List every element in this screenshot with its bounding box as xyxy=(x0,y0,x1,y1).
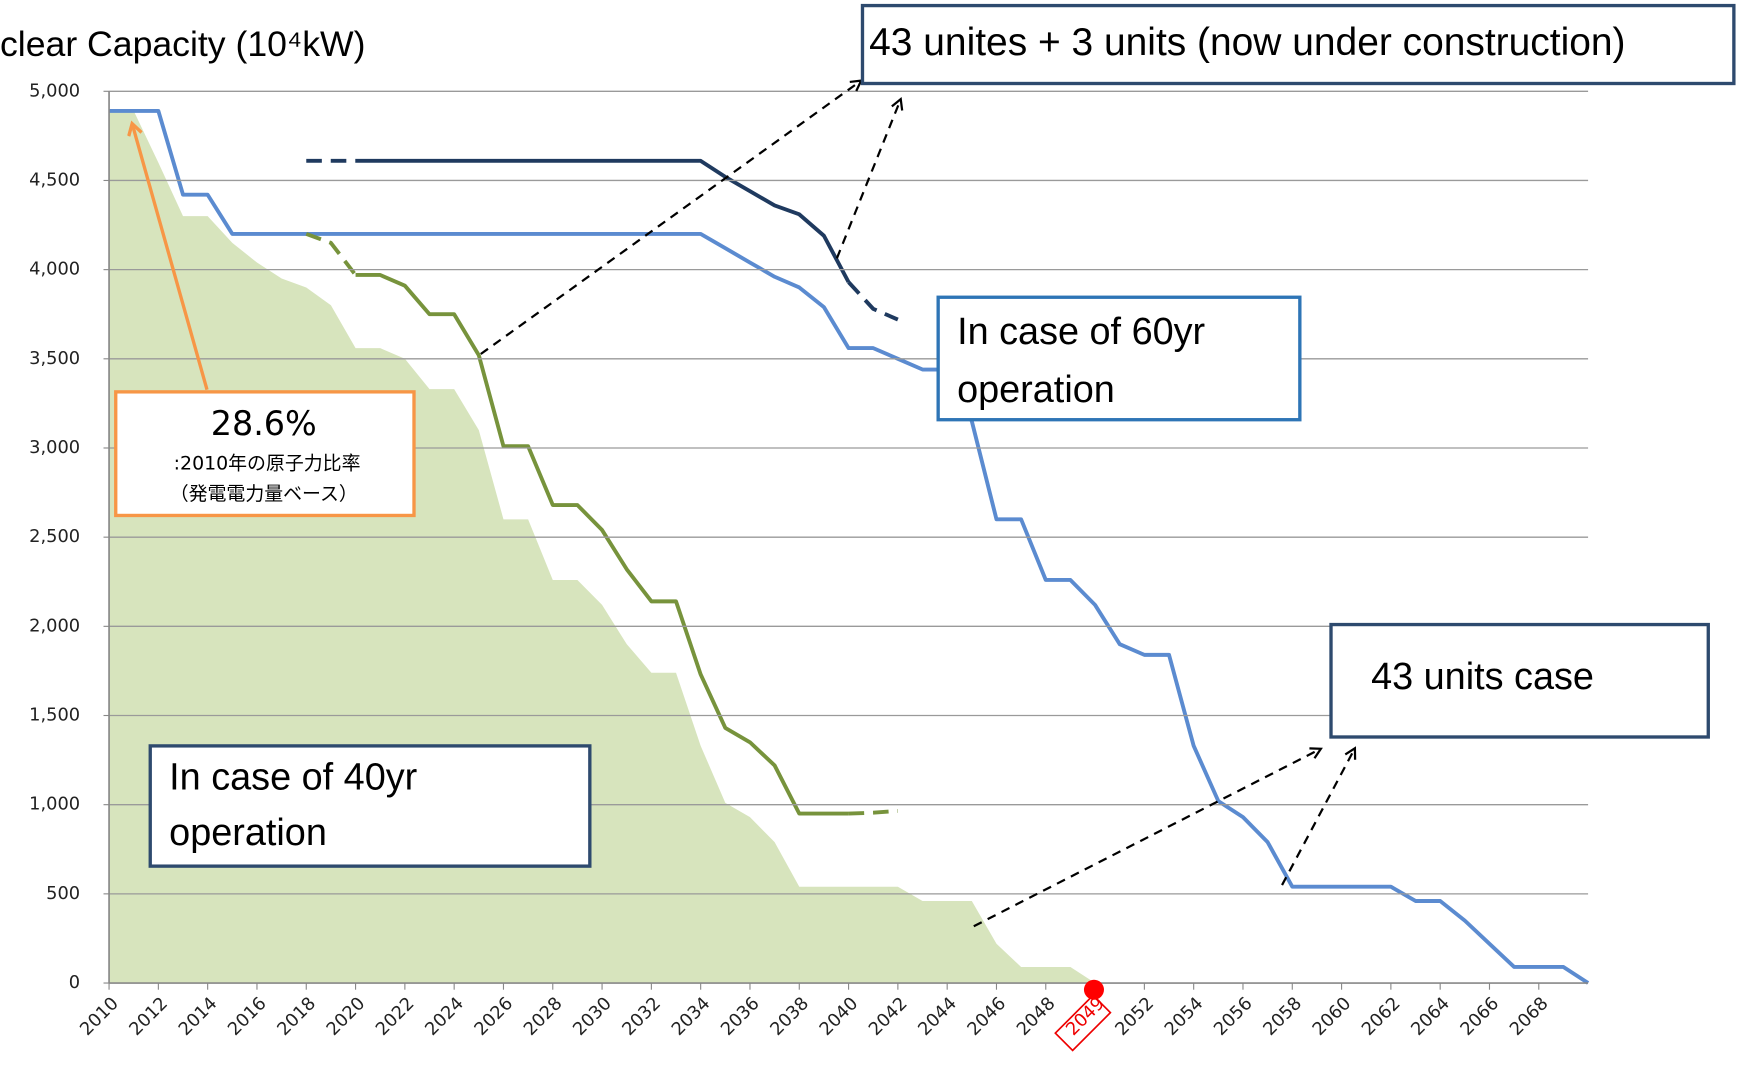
y-tick-label: 5,000 xyxy=(29,80,80,101)
annotation-box xyxy=(1329,622,1710,739)
x-tick-label: 2036 xyxy=(717,993,764,1040)
annotation-box xyxy=(936,295,1302,422)
x-tick-label: 2058 xyxy=(1259,993,1306,1040)
y-tick-label: 2,500 xyxy=(29,526,80,547)
annotation: operation xyxy=(957,369,1115,411)
x-tick-label: 2066 xyxy=(1456,993,1503,1040)
x-tick-label: 2028 xyxy=(520,993,567,1040)
annotation: In case of 60yr xyxy=(957,311,1205,353)
x-tick-label: 2054 xyxy=(1161,993,1208,1040)
y-tick-label: 1,000 xyxy=(29,794,80,815)
x-tick-label: 2040 xyxy=(815,993,862,1040)
line xyxy=(109,108,1590,985)
annotation: （発電電力量ベース） xyxy=(170,483,358,505)
x-tick-label: 2018 xyxy=(273,993,320,1040)
x-tick-label: 2064 xyxy=(1407,993,1454,1040)
x-tick-label: 2056 xyxy=(1210,993,1257,1040)
plot-area: 0 500 1,000 1,500 2,000 2,500 3,000 3,500 4,000 4… xyxy=(29,80,1590,1052)
x-tick-label: 2020 xyxy=(322,993,369,1040)
x-tick-label: 2052 xyxy=(1111,993,1158,1040)
x-tick-label: 2032 xyxy=(618,993,665,1040)
orange-arrow xyxy=(132,125,209,391)
y-tick-label: 3,500 xyxy=(29,348,80,369)
grid xyxy=(109,90,1589,895)
x-tick-label: 2049 xyxy=(1062,993,1109,1040)
highlight-box xyxy=(1054,994,1112,1052)
x-tick-label: 2014 xyxy=(175,993,222,1040)
line xyxy=(305,232,358,277)
line xyxy=(848,808,899,816)
line xyxy=(355,273,849,816)
x-tick-label: 2024 xyxy=(421,993,468,1040)
x-tick-label: 2042 xyxy=(865,993,912,1040)
x-tick-label: 2016 xyxy=(224,993,271,1040)
annotation: operation xyxy=(169,812,327,854)
y-tick-label: 1,500 xyxy=(29,705,80,726)
line xyxy=(847,280,899,322)
x-tick-label: 2044 xyxy=(914,993,961,1040)
annotation-box xyxy=(860,3,1736,86)
annotation-box xyxy=(114,390,416,518)
line xyxy=(355,158,851,284)
y-tick-label: 4,000 xyxy=(29,259,80,280)
x-tick-label: 2010 xyxy=(76,993,123,1040)
x-tick-label: 2068 xyxy=(1506,993,1553,1040)
x-tick-label: 2030 xyxy=(569,993,616,1040)
x-tick-label: 2038 xyxy=(766,993,813,1040)
y-tick-label: 4,500 xyxy=(29,169,80,190)
annotation: :2010年の原子力比率 xyxy=(174,453,361,475)
red-dot xyxy=(1083,979,1104,1000)
annotation-box xyxy=(148,744,592,868)
arrows xyxy=(480,81,1355,928)
x-tick-label: 2060 xyxy=(1308,993,1355,1040)
y-tick-label: 2,000 xyxy=(29,615,80,636)
annotation: 43 units case xyxy=(1371,656,1594,698)
x-tick-label: 2046 xyxy=(963,993,1010,1040)
annotation: In case of 40yr xyxy=(169,756,417,798)
annotation: 43 unites + 3 units (now under construct… xyxy=(869,21,1625,64)
y-tick-label: 3,000 xyxy=(29,437,80,458)
x-tick-label: 2012 xyxy=(125,993,172,1040)
annotation: 28.6% xyxy=(211,404,317,443)
x-tick-label: 2048 xyxy=(1013,993,1060,1040)
x-tick-label: 2026 xyxy=(470,993,517,1040)
y-axis-label: clear Capacity (10⁴kW) xyxy=(0,24,365,64)
x-tick-label: 2034 xyxy=(668,993,715,1040)
x-tick-label: 2062 xyxy=(1358,993,1405,1040)
x-tick-label: 2022 xyxy=(372,993,419,1040)
y-tick-label: 0 xyxy=(69,972,80,993)
y-tick-label: 500 xyxy=(46,883,80,904)
